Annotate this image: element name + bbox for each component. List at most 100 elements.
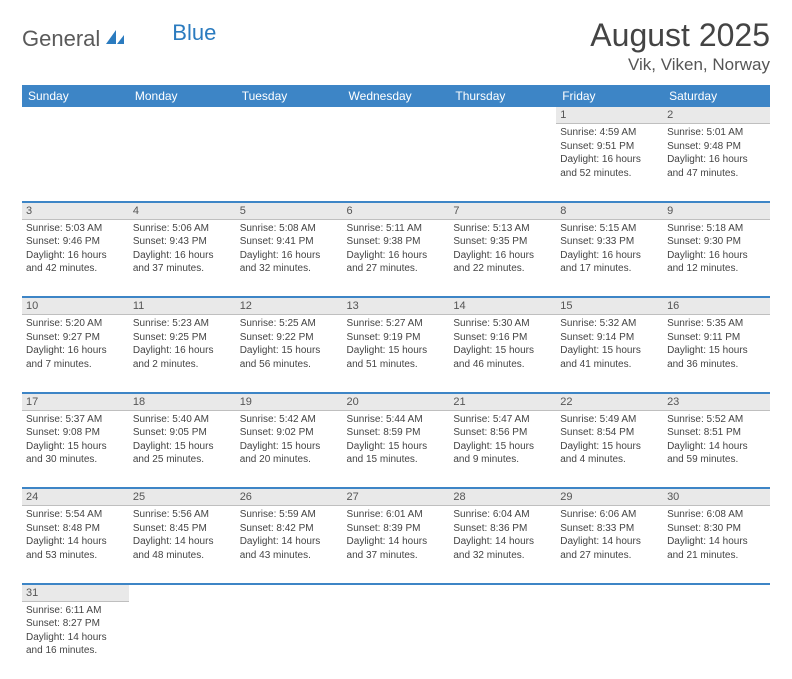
day-info-line: Sunset: 9:14 PM <box>560 331 659 345</box>
brand-name-part2: Blue <box>172 20 216 46</box>
day-info-line: Sunset: 8:33 PM <box>560 522 659 536</box>
day-cell: Sunrise: 6:08 AMSunset: 8:30 PMDaylight:… <box>663 506 770 584</box>
day-info-line: Daylight: 14 hours <box>667 535 766 549</box>
day-info-line: Sunrise: 5:18 AM <box>667 222 766 236</box>
day-cell: Sunrise: 5:08 AMSunset: 9:41 PMDaylight:… <box>236 219 343 297</box>
day-cell <box>556 601 663 679</box>
day-info-line: Sunset: 8:54 PM <box>560 426 659 440</box>
day-number-cell: 17 <box>22 393 129 411</box>
day-number-cell <box>449 107 556 124</box>
day-info-line: Sunset: 9:02 PM <box>240 426 339 440</box>
day-number-cell: 24 <box>22 488 129 506</box>
day-info-line: Daylight: 15 hours <box>347 344 446 358</box>
day-info-line: Daylight: 15 hours <box>133 440 232 454</box>
day-info-line: Sunset: 9:16 PM <box>453 331 552 345</box>
sail-icon <box>104 28 126 51</box>
day-info-line: Sunrise: 5:37 AM <box>26 413 125 427</box>
day-number-cell <box>129 584 236 602</box>
day-info-line: Sunset: 9:48 PM <box>667 140 766 154</box>
day-info-line: Sunset: 8:45 PM <box>133 522 232 536</box>
day-info-line: and 25 minutes. <box>133 453 232 467</box>
day-cell: Sunrise: 5:49 AMSunset: 8:54 PMDaylight:… <box>556 410 663 488</box>
day-cell <box>343 601 450 679</box>
day-cell: Sunrise: 4:59 AMSunset: 9:51 PMDaylight:… <box>556 124 663 202</box>
day-cell: Sunrise: 6:01 AMSunset: 8:39 PMDaylight:… <box>343 506 450 584</box>
day-info-line: Sunrise: 4:59 AM <box>560 126 659 140</box>
day-info-line: Sunrise: 5:03 AM <box>26 222 125 236</box>
day-info-line: Sunrise: 5:30 AM <box>453 317 552 331</box>
day-cell <box>129 601 236 679</box>
day-number-cell: 9 <box>663 202 770 220</box>
day-info-line: and 56 minutes. <box>240 358 339 372</box>
day-info-line: and 46 minutes. <box>453 358 552 372</box>
day-cell: Sunrise: 6:11 AMSunset: 8:27 PMDaylight:… <box>22 601 129 679</box>
day-number-cell: 21 <box>449 393 556 411</box>
day-cell: Sunrise: 5:52 AMSunset: 8:51 PMDaylight:… <box>663 410 770 488</box>
day-info-line: and 53 minutes. <box>26 549 125 563</box>
day-info-line: Sunrise: 5:06 AM <box>133 222 232 236</box>
day-cell: Sunrise: 5:35 AMSunset: 9:11 PMDaylight:… <box>663 315 770 393</box>
day-number-cell: 25 <box>129 488 236 506</box>
day-info-line: and 47 minutes. <box>667 167 766 181</box>
day-number-row: 31 <box>22 584 770 602</box>
day-info-line: Sunset: 8:30 PM <box>667 522 766 536</box>
day-info-line: and 15 minutes. <box>347 453 446 467</box>
day-cell: Sunrise: 5:56 AMSunset: 8:45 PMDaylight:… <box>129 506 236 584</box>
day-number-cell: 10 <box>22 297 129 315</box>
day-info-line: Daylight: 14 hours <box>240 535 339 549</box>
day-number-row: 12 <box>22 107 770 124</box>
day-number-cell: 29 <box>556 488 663 506</box>
day-cell: Sunrise: 5:03 AMSunset: 9:46 PMDaylight:… <box>22 219 129 297</box>
day-content-row: Sunrise: 5:20 AMSunset: 9:27 PMDaylight:… <box>22 315 770 393</box>
day-number-cell: 7 <box>449 202 556 220</box>
day-info-line: Sunset: 9:51 PM <box>560 140 659 154</box>
weekday-header: Monday <box>129 85 236 107</box>
day-cell: Sunrise: 5:25 AMSunset: 9:22 PMDaylight:… <box>236 315 343 393</box>
day-number-cell: 5 <box>236 202 343 220</box>
day-info-line: Sunset: 8:42 PM <box>240 522 339 536</box>
day-info-line: Daylight: 16 hours <box>240 249 339 263</box>
day-info-line: Daylight: 16 hours <box>667 153 766 167</box>
day-number-cell <box>556 584 663 602</box>
day-info-line: Sunrise: 5:59 AM <box>240 508 339 522</box>
weekday-header: Saturday <box>663 85 770 107</box>
day-info-line: Sunrise: 5:54 AM <box>26 508 125 522</box>
day-cell <box>22 124 129 202</box>
day-info-line: and 17 minutes. <box>560 262 659 276</box>
day-info-line: Daylight: 16 hours <box>26 344 125 358</box>
day-cell <box>236 124 343 202</box>
day-info-line: Daylight: 15 hours <box>560 344 659 358</box>
day-cell: Sunrise: 5:11 AMSunset: 9:38 PMDaylight:… <box>343 219 450 297</box>
day-info-line: Daylight: 16 hours <box>560 249 659 263</box>
day-number-cell <box>22 107 129 124</box>
day-number-row: 3456789 <box>22 202 770 220</box>
day-info-line: Daylight: 15 hours <box>560 440 659 454</box>
day-info-line: Daylight: 16 hours <box>667 249 766 263</box>
day-number-cell: 26 <box>236 488 343 506</box>
day-info-line: Sunrise: 5:40 AM <box>133 413 232 427</box>
day-cell: Sunrise: 5:32 AMSunset: 9:14 PMDaylight:… <box>556 315 663 393</box>
weekday-header: Wednesday <box>343 85 450 107</box>
day-cell: Sunrise: 5:47 AMSunset: 8:56 PMDaylight:… <box>449 410 556 488</box>
day-info-line: Sunrise: 5:56 AM <box>133 508 232 522</box>
day-cell <box>236 601 343 679</box>
day-cell <box>343 124 450 202</box>
day-info-line: Sunrise: 5:27 AM <box>347 317 446 331</box>
day-number-cell: 31 <box>22 584 129 602</box>
day-number-cell <box>663 584 770 602</box>
weekday-header: Thursday <box>449 85 556 107</box>
day-number-cell: 16 <box>663 297 770 315</box>
day-info-line: Sunrise: 5:47 AM <box>453 413 552 427</box>
day-number-cell: 18 <box>129 393 236 411</box>
header: General Blue August 2025 Vik, Viken, Nor… <box>22 18 770 75</box>
day-cell: Sunrise: 6:04 AMSunset: 8:36 PMDaylight:… <box>449 506 556 584</box>
day-number-cell: 20 <box>343 393 450 411</box>
day-info-line: Sunset: 9:05 PM <box>133 426 232 440</box>
day-info-line: and 7 minutes. <box>26 358 125 372</box>
day-info-line: and 51 minutes. <box>347 358 446 372</box>
day-number-cell <box>236 584 343 602</box>
day-cell: Sunrise: 6:06 AMSunset: 8:33 PMDaylight:… <box>556 506 663 584</box>
day-info-line: Daylight: 15 hours <box>26 440 125 454</box>
day-cell: Sunrise: 5:13 AMSunset: 9:35 PMDaylight:… <box>449 219 556 297</box>
day-info-line: Sunrise: 5:08 AM <box>240 222 339 236</box>
